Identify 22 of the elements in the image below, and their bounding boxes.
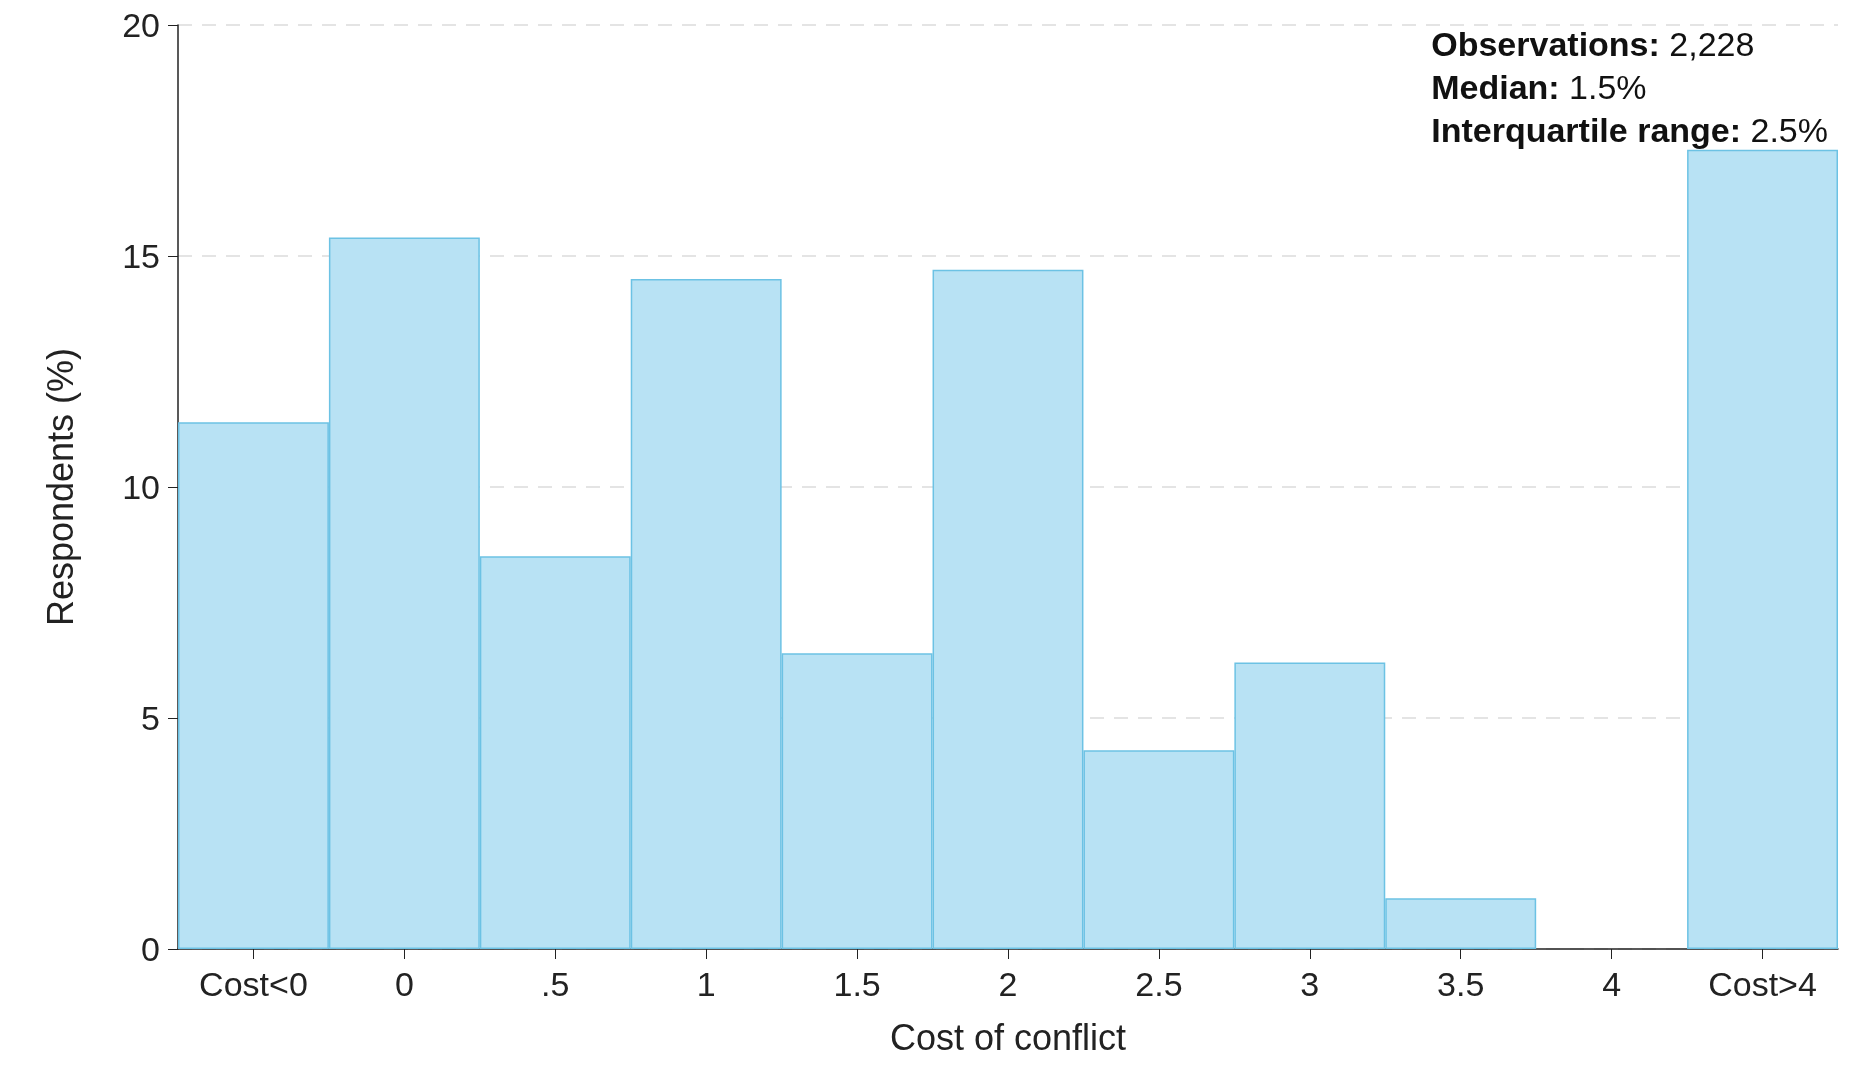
- y-tick-label: 20: [122, 6, 160, 44]
- x-tick-label: 0: [394, 965, 414, 1003]
- annotation: Observations: 2,228: [1431, 24, 1755, 63]
- x-tick-label: 3.5: [1437, 965, 1485, 1003]
- x-tick-label: 1.5: [833, 965, 881, 1003]
- x-tick-label: Cost>4: [1708, 965, 1817, 1003]
- y-tick-label: 0: [141, 930, 160, 968]
- y-tick-label: 10: [122, 468, 160, 506]
- x-tick-label: 2.5: [1135, 965, 1183, 1003]
- x-tick-label: 2: [998, 965, 1018, 1003]
- x-tick-label: 1: [696, 965, 716, 1003]
- x-axis-title: Cost of conflict: [889, 1016, 1127, 1058]
- x-tick-label: 4: [1602, 965, 1622, 1003]
- y-tick-label: 15: [122, 237, 160, 275]
- bar: [1687, 149, 1838, 949]
- y-tick-label: 5: [141, 699, 160, 737]
- x-tick-label: 3: [1300, 965, 1320, 1003]
- y-axis-title: Respondents (%): [39, 347, 81, 627]
- annotation: Median: 1.5%: [1431, 67, 1647, 106]
- annotation: Interquartile range: 2.5%: [1431, 110, 1829, 149]
- x-tick-label: Cost<0: [199, 965, 308, 1003]
- x-tick-label: .5: [541, 965, 570, 1003]
